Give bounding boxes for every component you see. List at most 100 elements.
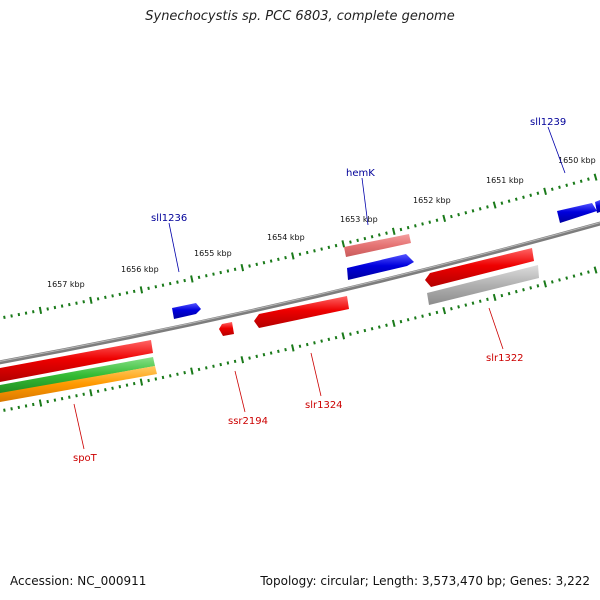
gene-hemK[interactable] — [347, 254, 414, 280]
inner-minor-tick — [334, 335, 338, 340]
outer-minor-tick — [183, 278, 186, 283]
label-sll1239[interactable]: sll1239 — [530, 117, 566, 128]
gene-spoT[interactable] — [0, 340, 153, 382]
gene-slr1322[interactable] — [425, 248, 534, 287]
inner-minor-tick — [565, 276, 569, 280]
inner-minor-tick — [154, 377, 158, 381]
outer-minor-tick — [363, 236, 367, 241]
reverse-strand-genes — [0, 248, 539, 402]
outer-minor-tick — [565, 183, 569, 187]
inner-minor-tick — [377, 325, 381, 329]
outer-minor-tick — [514, 197, 518, 201]
gene-ssr2194[interactable] — [219, 322, 234, 336]
outer-major-tick — [240, 263, 245, 272]
inner-minor-tick — [536, 284, 540, 288]
outer-minor-tick — [168, 281, 172, 286]
leader-slr1322 — [488, 307, 504, 350]
outer-minor-tick — [53, 305, 57, 310]
inner-major-tick — [291, 344, 295, 352]
label-leaders — [73, 126, 566, 450]
outer-minor-tick — [132, 289, 136, 294]
gene-labels: sll1239 hemK sll1236 slr1322 slr1324 ssr… — [73, 117, 566, 464]
gene-hemK-dim[interactable] — [344, 234, 411, 257]
label-ssr2194[interactable]: ssr2194 — [228, 416, 268, 427]
scale-label-1650: 1650 kbp — [558, 156, 596, 165]
outer-minor-tick — [399, 227, 403, 232]
outer-minor-tick — [471, 209, 475, 213]
inner-minor-tick — [284, 347, 287, 352]
outer-minor-tick — [255, 262, 259, 267]
outer-minor-tick — [233, 267, 237, 271]
outer-major-tick — [89, 296, 93, 304]
outer-minor-tick — [507, 199, 511, 203]
label-sll1236[interactable]: sll1236 — [151, 213, 187, 224]
outer-minor-tick — [334, 243, 338, 248]
label-spoT[interactable]: spoT — [73, 453, 98, 464]
outer-minor-tick — [320, 247, 323, 251]
outer-minor-tick — [104, 295, 107, 300]
gene-sll1239[interactable] — [557, 203, 597, 223]
inner-minor-tick — [587, 270, 590, 274]
inner-minor-tick — [226, 361, 230, 365]
leader-ssr2194 — [234, 370, 246, 413]
genome-summary-text: Topology: circular; Length: 3,573,470 bp… — [260, 574, 590, 588]
inner-minor-tick — [219, 362, 222, 367]
inner-minor-tick — [24, 404, 28, 408]
scale-label-1657: 1657 kbp — [47, 280, 85, 289]
inner-minor-tick — [161, 375, 165, 380]
outer-major-tick — [139, 286, 144, 294]
inner-major-tick — [442, 306, 447, 315]
gene-spoT-orange[interactable] — [0, 366, 157, 402]
label-slr1324[interactable]: slr1324 — [305, 400, 343, 411]
outer-minor-tick — [500, 201, 504, 205]
outer-minor-tick — [205, 274, 208, 278]
scale-label-1652: 1652 kbp — [413, 196, 451, 205]
outer-minor-tick — [529, 193, 533, 197]
outer-minor-tick — [457, 212, 460, 217]
inner-minor-tick — [399, 319, 403, 324]
outer-minor-tick — [176, 280, 179, 284]
inner-minor-tick — [248, 356, 251, 360]
gene-spoT-green[interactable] — [0, 357, 155, 394]
inner-minor-tick — [313, 341, 316, 345]
outer-minor-tick — [212, 272, 215, 276]
outer-minor-tick — [414, 224, 417, 228]
inner-minor-tick — [385, 323, 388, 327]
gene-sll1236[interactable] — [172, 303, 201, 319]
outer-minor-tick — [421, 222, 424, 226]
inner-minor-tick — [17, 405, 21, 410]
inner-minor-tick — [262, 352, 266, 357]
outer-minor-tick — [60, 304, 64, 308]
outer-minor-tick — [17, 312, 21, 317]
outer-minor-tick — [284, 255, 287, 260]
inner-minor-tick — [118, 385, 122, 389]
outer-minor-tick — [197, 275, 201, 280]
accession-text: Accession: NC_000911 — [10, 574, 147, 588]
label-hemK[interactable]: hemK — [346, 168, 375, 179]
inner-minor-tick — [529, 286, 533, 290]
outer-minor-tick — [558, 185, 561, 189]
outer-minor-tick — [161, 283, 165, 287]
scale-label-1655: 1655 kbp — [194, 249, 232, 258]
inner-major-tick — [593, 266, 598, 274]
inner-minor-tick — [3, 408, 6, 412]
inner-minor-tick — [356, 330, 359, 335]
gene-sll1241[interactable] — [595, 200, 600, 213]
inner-minor-tick — [421, 314, 424, 318]
inner-minor-tick — [349, 332, 352, 336]
gene-slr1322-dim[interactable] — [427, 265, 539, 305]
outer-minor-tick — [385, 231, 388, 235]
inner-minor-tick — [104, 388, 107, 392]
inner-minor-tick — [32, 402, 35, 407]
inner-minor-tick — [60, 397, 64, 401]
outer-minor-tick — [450, 214, 453, 219]
inner-minor-tick — [435, 310, 439, 315]
gene-slr1324[interactable] — [254, 296, 349, 328]
inner-minor-tick — [168, 374, 172, 378]
leader-sll1239 — [547, 126, 566, 174]
inner-major-tick — [341, 332, 346, 340]
outer-minor-tick — [125, 291, 129, 295]
inner-minor-tick — [233, 359, 237, 364]
label-slr1322[interactable]: slr1322 — [486, 353, 524, 364]
scale-label-1653: 1653 kbp — [340, 215, 378, 224]
